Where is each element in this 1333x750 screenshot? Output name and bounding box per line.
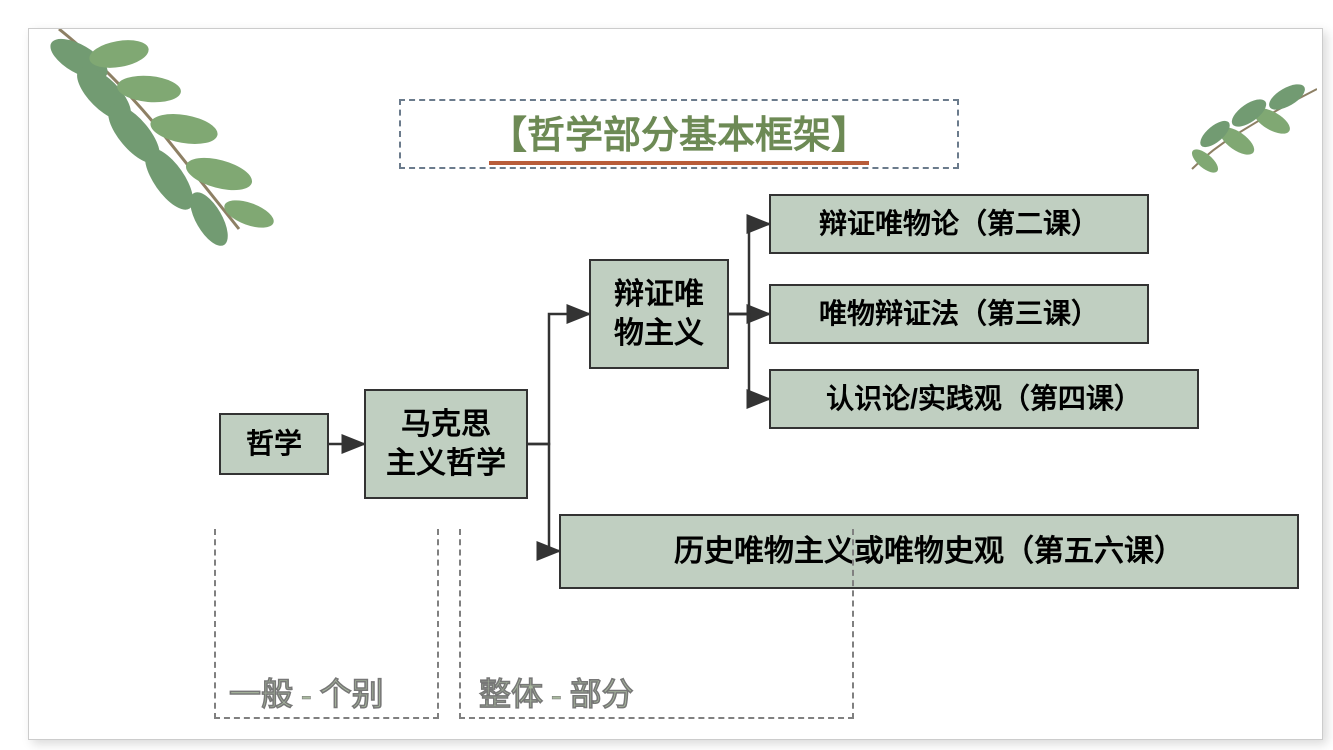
- node-n5: 唯物辩证法（第三课）: [769, 284, 1149, 344]
- title-box: 【哲学部分基本框架】: [399, 99, 959, 169]
- footer-label-0: 一般 - 个别: [229, 669, 384, 715]
- slide-frame: 【哲学部分基本框架】 哲学马克思 主义哲学辩证唯 物主义辩证唯物论（第二课） 唯物…: [28, 28, 1323, 740]
- node-n4: 辩证唯物论（第二课）: [769, 194, 1149, 254]
- node-n3: 辩证唯 物主义: [589, 259, 729, 369]
- footer-label-1: 整体 - 部分: [479, 669, 634, 715]
- node-n1: 哲学: [219, 413, 329, 475]
- node-n6: 认识论/实践观（第四课）: [769, 369, 1199, 429]
- leaf-decoration-top-left: [29, 29, 289, 249]
- node-n2: 马克思 主义哲学: [364, 389, 528, 499]
- arrow-n3-n4: [729, 224, 769, 314]
- title-text: 【哲学部分基本框架】: [489, 104, 869, 165]
- arrow-n2-n3: [528, 314, 589, 444]
- arrow-n3-n6: [729, 314, 769, 399]
- leaf-decoration-top-right: [1187, 79, 1317, 179]
